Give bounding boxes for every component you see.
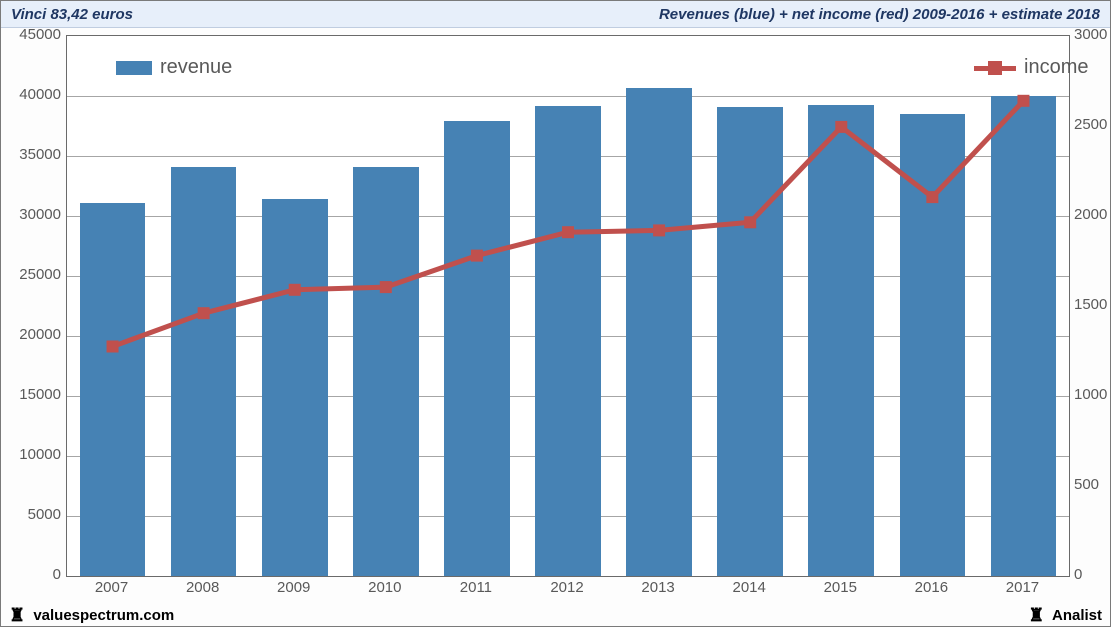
plot-area bbox=[66, 35, 1070, 577]
y-left-tick: 25000 bbox=[11, 266, 61, 283]
y-left-tick: 0 bbox=[11, 566, 61, 583]
footer-left-text: valuespectrum.com bbox=[33, 607, 174, 624]
x-tick: 2009 bbox=[277, 579, 310, 596]
rook-icon: ♜ bbox=[1028, 605, 1044, 626]
x-tick: 2017 bbox=[1006, 579, 1039, 596]
y-left-tick: 10000 bbox=[11, 446, 61, 463]
revenue-bar bbox=[717, 107, 783, 576]
header-left: Vinci 83,42 euros bbox=[11, 6, 133, 23]
footer-left: ♜ valuespectrum.com bbox=[9, 604, 174, 625]
x-tick: 2013 bbox=[641, 579, 674, 596]
gridline bbox=[67, 96, 1069, 97]
y-right-tick: 2500 bbox=[1074, 116, 1107, 133]
footer-right-text: Analist bbox=[1052, 607, 1102, 624]
x-tick: 2012 bbox=[550, 579, 583, 596]
y-left-tick: 15000 bbox=[11, 386, 61, 403]
legend-income: income bbox=[974, 56, 1088, 79]
y-left-tick: 45000 bbox=[11, 26, 61, 43]
revenue-bar bbox=[444, 121, 510, 576]
revenue-bar bbox=[80, 203, 146, 576]
revenue-bar bbox=[262, 199, 328, 576]
y-left-tick: 30000 bbox=[11, 206, 61, 223]
y-right-tick: 500 bbox=[1074, 476, 1099, 493]
y-left-tick: 5000 bbox=[11, 506, 61, 523]
revenue-bar bbox=[991, 96, 1057, 576]
chart-footer: ♜ valuespectrum.com ♜ Analist bbox=[1, 602, 1110, 626]
y-right-tick: 3000 bbox=[1074, 26, 1107, 43]
x-tick: 2010 bbox=[368, 579, 401, 596]
x-tick: 2014 bbox=[732, 579, 765, 596]
y-right-tick: 0 bbox=[1074, 566, 1082, 583]
x-tick: 2008 bbox=[186, 579, 219, 596]
revenue-bar bbox=[535, 106, 601, 576]
revenue-bar bbox=[171, 167, 237, 576]
revenue-swatch bbox=[116, 61, 152, 75]
chart-container: Vinci 83,42 euros Revenues (blue) + net … bbox=[0, 0, 1111, 627]
chart-header: Vinci 83,42 euros Revenues (blue) + net … bbox=[1, 1, 1110, 28]
y-left-tick: 40000 bbox=[11, 86, 61, 103]
y-right-tick: 1500 bbox=[1074, 296, 1107, 313]
y-right-tick: 1000 bbox=[1074, 386, 1107, 403]
legend-income-label: income bbox=[1024, 56, 1088, 79]
legend-revenue: revenue bbox=[116, 56, 232, 79]
y-left-tick: 35000 bbox=[11, 146, 61, 163]
x-tick: 2016 bbox=[915, 579, 948, 596]
revenue-bar bbox=[808, 105, 874, 576]
header-right: Revenues (blue) + net income (red) 2009-… bbox=[659, 6, 1100, 23]
rook-icon: ♜ bbox=[9, 605, 25, 626]
x-tick: 2015 bbox=[824, 579, 857, 596]
footer-right: ♜ Analist bbox=[1028, 604, 1102, 625]
y-right-tick: 2000 bbox=[1074, 206, 1107, 223]
legend-revenue-label: revenue bbox=[160, 56, 232, 79]
y-left-tick: 20000 bbox=[11, 326, 61, 343]
x-tick: 2007 bbox=[95, 579, 128, 596]
income-swatch bbox=[974, 59, 1016, 77]
x-tick: 2011 bbox=[460, 579, 492, 596]
revenue-bar bbox=[900, 114, 966, 576]
revenue-bar bbox=[626, 88, 692, 576]
revenue-bar bbox=[353, 167, 419, 576]
